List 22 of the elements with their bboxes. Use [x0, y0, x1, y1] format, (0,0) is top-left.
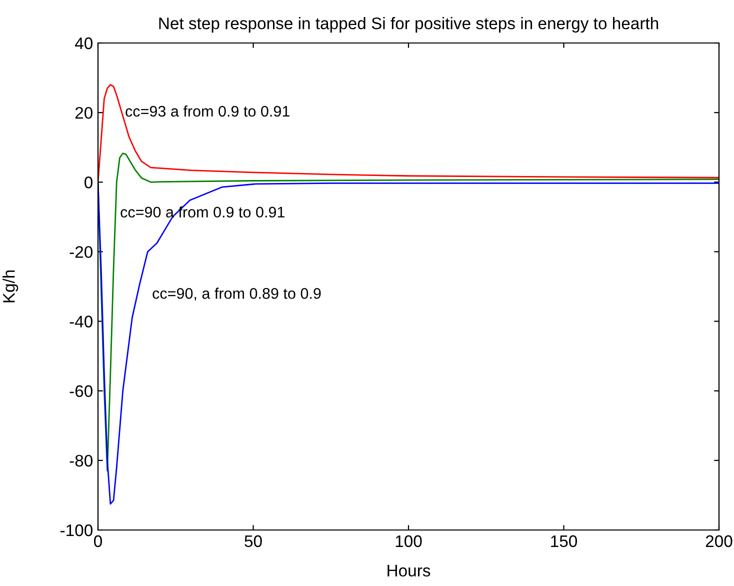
y-axis-title: Kg/h	[2, 270, 18, 302]
y-tick-label: 40	[74, 37, 92, 50]
y-tick-label: -20	[70, 246, 92, 258]
line-series	[98, 181, 719, 505]
x-tick-label: 100	[396, 535, 422, 548]
chart-title: Net step response in tapped Si for positive steps in energy to hearth	[159, 17, 658, 33]
annotation: cc=90 a from 0.9 to 0.91	[120, 206, 284, 218]
y-tick-label: -100	[60, 524, 92, 536]
x-tick-label: 150	[551, 535, 578, 548]
annotation: cc=93 a from 0.9 to 0.91	[126, 105, 290, 117]
y-tick-label: -40	[70, 316, 92, 328]
x-tick-label: 0	[94, 535, 102, 548]
x-axis-title: Hours	[388, 564, 430, 577]
x-tick-label: 50	[244, 535, 262, 548]
annotation: cc=90, a from 0.89 to 0.9	[152, 288, 321, 301]
y-tick-label: -60	[70, 385, 92, 398]
line-series	[98, 152, 719, 472]
y-tick-label: -80	[70, 454, 92, 467]
x-tick-label: 200	[706, 535, 732, 548]
line-series	[98, 84, 719, 183]
y-tick-label: 20	[75, 106, 92, 119]
y-tick-label: 0	[84, 176, 92, 188]
